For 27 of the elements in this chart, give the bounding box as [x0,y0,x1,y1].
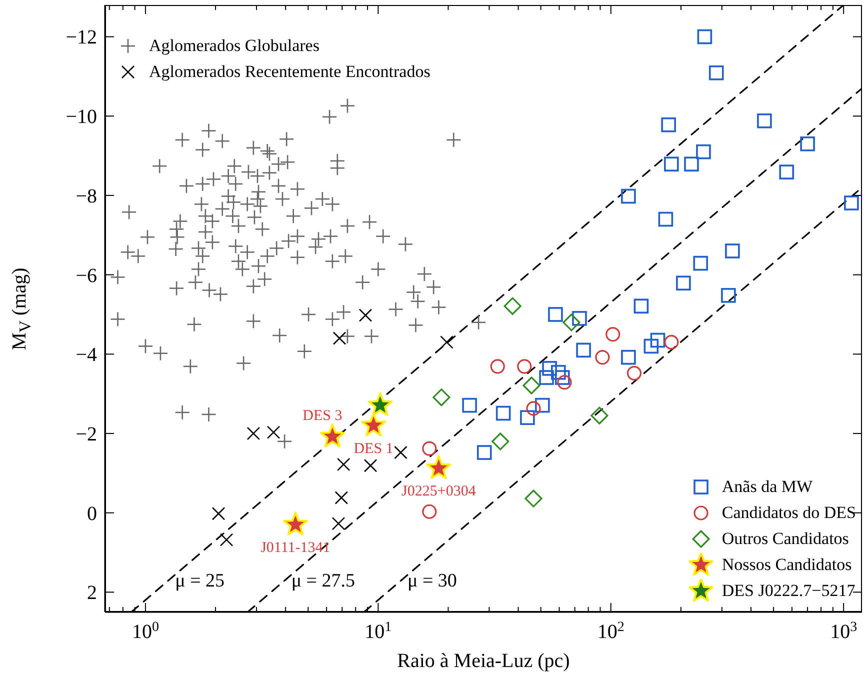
annotation: μ = 30 [408,570,457,592]
annotation: J0111-1341 [260,540,330,556]
annotation: DES 3 [302,408,342,424]
x-tick-label: 10$^{0}$ [132,620,159,643]
annotation: μ = 27.5 [291,570,355,592]
y-tick-label: 2 [87,582,97,604]
annotation: J0225+0304 [402,484,476,500]
y-tick-label: −2 [76,423,97,446]
legend-label: Aglomerados Recentemente Encontrados [149,62,430,82]
y-tick-label: −10 [66,106,97,128]
legend-label: Nossos Candidatos [722,555,852,575]
y-tick-label: −4 [76,344,97,366]
legend-label: Aglomerados Globulares [149,36,320,56]
x-tick-label: 10$^{1}$ [364,620,392,643]
legend-label: Candidatos do DES [722,503,856,523]
legend-label: DES J0222.7−5217 [722,581,856,601]
y-tick-label: −8 [76,185,97,208]
x-tick-label: 10$^{3}$ [830,620,858,643]
legend-label: Anãs da MW [722,477,813,497]
y-tick-label: 0 [87,502,97,525]
y-tick-label: −6 [76,264,97,287]
legend-label: Outros Candidatos [722,529,849,549]
annotation: DES 1 [354,440,394,457]
x-axis-title: Raio à Meia-Luz (pc) [396,650,571,673]
y-tick-label: −12 [66,26,97,49]
annotation: μ = 25 [175,570,225,592]
x-tick-label: 10$^{2}$ [597,620,624,643]
